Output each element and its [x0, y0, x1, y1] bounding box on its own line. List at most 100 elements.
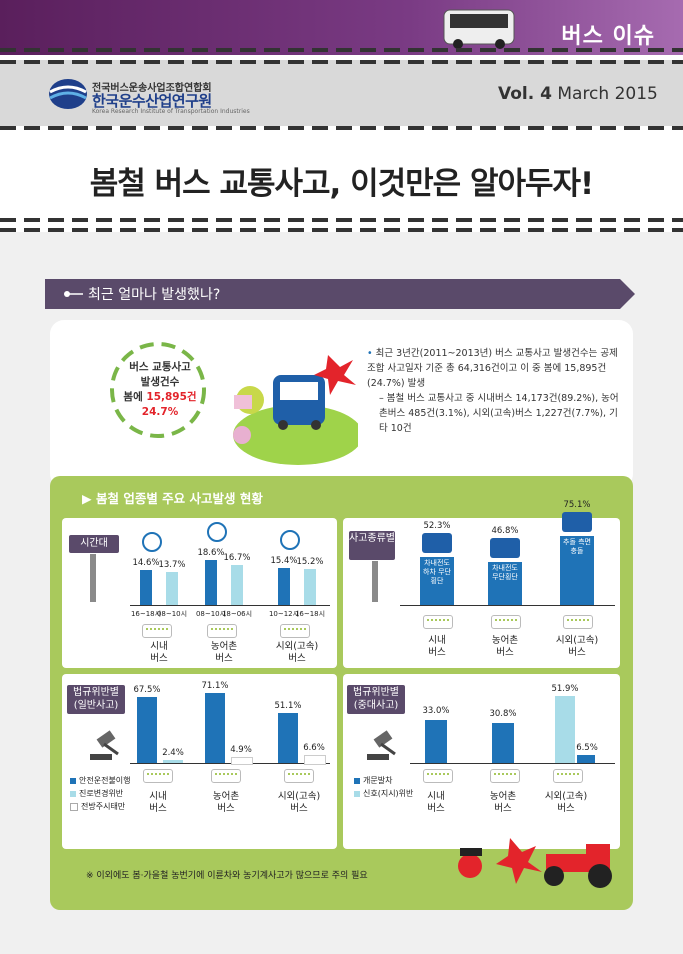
circle-line1: 버스 교통사고: [129, 361, 191, 373]
circle-line3: 봄에 15,895건: [110, 390, 210, 405]
category-label: 시외(고속) 버스: [544, 791, 588, 814]
bus-crash-icon: [562, 511, 592, 532]
circle-pct: 24.7%: [141, 406, 179, 418]
org-name-line2: 한국운수산업연구원: [92, 92, 212, 110]
summary-circle-text: 버스 교통사고 발생건수 봄에 15,895건 24.7%: [110, 360, 210, 420]
divider: [0, 48, 683, 52]
bullet-2-text: 봄철 버스 교통사고 중 시내버스 14,173건(89.2%), 농어촌버스 …: [379, 393, 619, 434]
chart-time-title: 시간대: [68, 534, 120, 554]
legend-general: 안전운전불이행 진로변경위반 전방주시태만: [70, 774, 131, 813]
bar: [278, 568, 290, 605]
clock-icon: [207, 522, 227, 543]
bus-icon: [280, 624, 310, 638]
bus-icon: [207, 624, 237, 638]
chart-serious-title: 법규위반별 (중대사고): [346, 684, 406, 715]
divider: [0, 60, 683, 64]
chart-general-title: 법규위반별 (일반사고): [66, 684, 126, 715]
chart-general-axis: [130, 763, 330, 764]
value-label: 16.7%: [223, 552, 251, 563]
bar: [425, 720, 447, 763]
org-band: [0, 60, 683, 126]
page-title: 봄철 버스 교통사고, 이것만은 알아두자!: [89, 166, 594, 202]
divider: [0, 126, 683, 130]
value-label: 15.2%: [296, 556, 324, 567]
summary-description: • 최근 3년간(2011~2013년) 버스 교통사고 발생건수는 공제조합 …: [367, 346, 619, 436]
bus-icon: [553, 769, 583, 783]
clock-icon: [280, 530, 300, 551]
volume-date: Vol. 4 March 2015: [498, 84, 658, 104]
footnote: ※ 이외에도 봄·가을철 농번기에 이륜차와 농기계사고가 많으므로 주의 필요: [86, 871, 368, 881]
circle-prefix: 봄에: [123, 391, 143, 403]
value-label: 33.0%: [422, 706, 450, 717]
bus-icon: [423, 615, 453, 629]
sign-post: [372, 560, 378, 602]
period-label: 16~18시: [130, 610, 162, 618]
bus-icon: [211, 769, 241, 783]
period-label: 18~06시: [221, 610, 253, 618]
panel-title: ▶ 봄철 업종별 주요 사고발생 현황: [82, 491, 263, 506]
category-label: 농어촌 버스: [489, 791, 517, 814]
panel-title-text: 봄철 업종별 주요 사고발생 현황: [95, 491, 263, 506]
accident-illustration: [233, 355, 358, 465]
value-label: 51.9%: [551, 683, 579, 694]
bar: [278, 712, 298, 763]
bar: [231, 564, 243, 605]
value-label: 14.6%: [132, 557, 160, 568]
value-label: 52.3%: [423, 520, 451, 531]
issue-label: 버스 이슈: [561, 24, 655, 49]
summary-card: [50, 320, 633, 488]
bar: [163, 760, 183, 763]
bus-crash-icon: [422, 532, 452, 553]
circle-count: 15,895건: [146, 391, 197, 403]
bus-icon: [443, 9, 515, 49]
value-label: 4.9%: [230, 745, 252, 756]
category-label: 시외(고속) 버스: [277, 791, 321, 814]
value-label: 2.4%: [162, 748, 184, 759]
value-label: 67.5%: [133, 684, 161, 695]
category-label: 농어촌 버스: [212, 791, 240, 814]
chart-type-axis: [400, 605, 615, 606]
bar: [231, 757, 253, 765]
sign-post: [90, 550, 96, 602]
bus-icon: [563, 615, 593, 629]
bar-label: 차내전도 무단횡단: [488, 563, 522, 582]
bullet-1-text: 최근 3년간(2011~2013년) 버스 교통사고 발생건수는 공제조합 사고…: [367, 348, 618, 389]
bullet-2: – 봄철 버스 교통사고 중 시내버스 14,173건(89.2%), 농어촌버…: [379, 393, 619, 434]
bar: [304, 568, 316, 605]
legend-item: 진로변경위반: [70, 787, 131, 800]
bar: [205, 560, 217, 605]
period-label: 08~10시: [156, 610, 188, 618]
category-label: 시내 버스: [428, 635, 446, 658]
section-title: 최근 얼마나 발생했나?: [88, 287, 221, 303]
legend-serious: 개문발차 신호(지시)위반: [354, 774, 413, 800]
category-label: 농어촌 버스: [491, 635, 519, 658]
value-label: 30.8%: [489, 708, 517, 719]
gavel-icon: [367, 730, 396, 760]
bus-icon: [143, 769, 173, 783]
bar: [577, 754, 595, 763]
chart-time-axis: [130, 605, 330, 606]
legend-item: 안전운전불이행: [70, 774, 131, 787]
period-label: 10~12시: [268, 610, 300, 618]
section-header: [45, 279, 635, 309]
bus-crash-icon: [490, 537, 520, 558]
legend-item: 신호(지시)위반: [354, 787, 413, 800]
divider: [0, 228, 683, 232]
org-name-english: Korea Research Institute of Transportati…: [92, 108, 250, 115]
value-label: 71.1%: [201, 681, 229, 692]
clock-icon: [142, 531, 162, 552]
value-label: 51.1%: [274, 700, 302, 711]
value-label: 6.5%: [576, 742, 598, 753]
value-label: 15.4%: [270, 556, 298, 567]
value-label: 75.1%: [563, 499, 591, 510]
bus-icon: [423, 769, 453, 783]
bus-icon: [284, 769, 314, 783]
period-label: 16~18시: [294, 610, 326, 618]
category-label: 시내 버스: [150, 641, 168, 664]
bar: [492, 722, 514, 763]
motorcycle-tractor-illustration: [458, 838, 612, 888]
legend-item: 개문발차: [354, 774, 413, 787]
bullet-1: • 최근 3년간(2011~2013년) 버스 교통사고 발생건수는 공제조합 …: [367, 348, 618, 389]
category-label: 시외(고속) 버스: [555, 635, 599, 658]
bus-icon: [142, 624, 172, 638]
